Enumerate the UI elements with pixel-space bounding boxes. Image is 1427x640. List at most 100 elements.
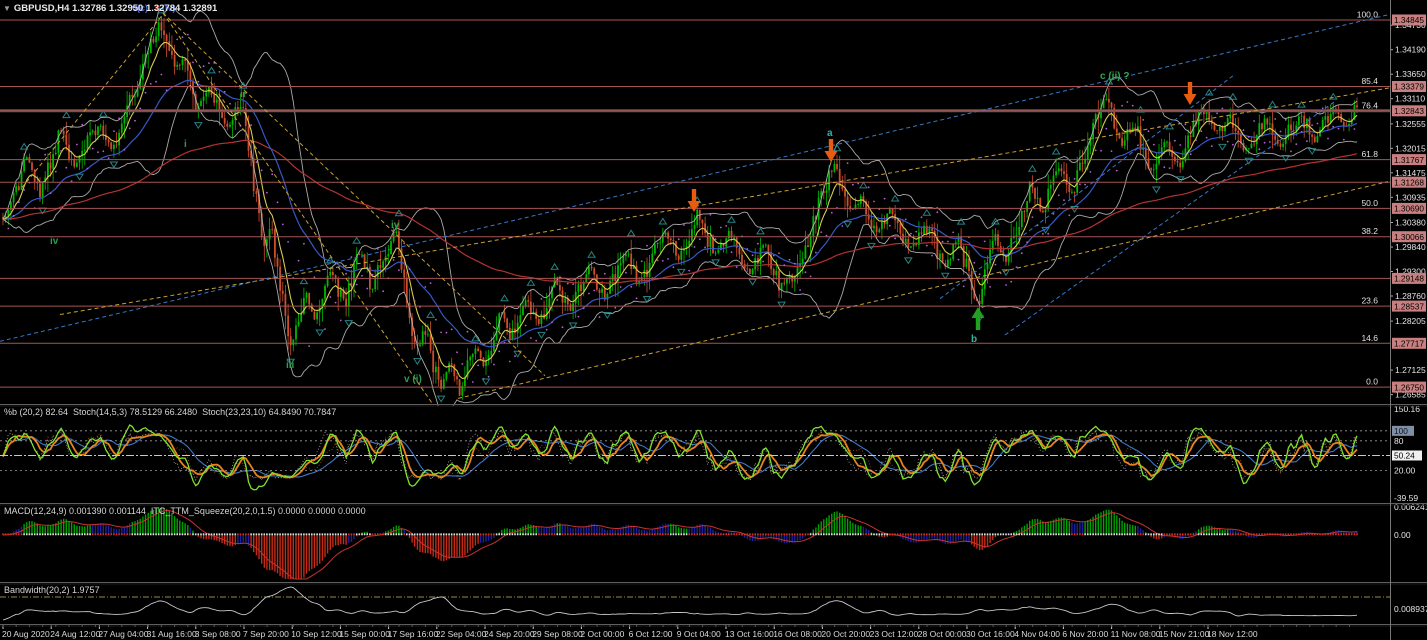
fractal-down-icon [903, 257, 913, 265]
psar-dot [1015, 266, 1018, 268]
sell-arrow[interactable] [824, 139, 838, 162]
fib-percent-label: 85.4 [1361, 76, 1378, 86]
wave-annotation[interactable]: iii [286, 360, 295, 371]
blue-trendline[interactable] [0, 14, 1389, 342]
psar-dot [1100, 149, 1102, 152]
psar-dot [197, 80, 200, 83]
psar-dot [1047, 232, 1050, 235]
price-axis-label: 1.28205 [1395, 316, 1426, 326]
fractal-up-icon [727, 215, 736, 223]
price-axis-label: 1.26585 [1395, 390, 1426, 400]
time-axis-label: 24 Sep 20:00 [484, 629, 535, 639]
psar-dot [978, 273, 981, 276]
psar-dot [366, 287, 369, 290]
psar-dot [165, 89, 168, 92]
fractal-up-icon [1228, 92, 1238, 100]
psar-dot [1242, 129, 1245, 132]
wave-annotation[interactable]: v (i) [404, 374, 422, 385]
symbol-dropdown-icon[interactable]: ▼ [3, 4, 11, 13]
psar-dot [1195, 139, 1197, 142]
main-chart-pane[interactable] [2, 1, 1358, 419]
gold-trendline[interactable] [21, 10, 167, 188]
psar-dot [524, 324, 527, 327]
stoch-pane-label: %b (20,2) 82.64 Stoch(14,5,3) 78.5129 66… [4, 407, 337, 417]
psar-dot [229, 102, 231, 105]
wave-annotation[interactable]: ii [240, 89, 246, 100]
fractal-down-icon [940, 272, 950, 280]
psar-dot [1005, 284, 1007, 286]
time-axis-label: 13 Oct 16:00 [725, 629, 774, 639]
fractal-up-icon [471, 334, 480, 342]
price-tag [1392, 154, 1426, 166]
psar-dot [398, 269, 400, 272]
price-tag [1392, 176, 1426, 188]
psar-dot [70, 180, 73, 183]
blue-trendline[interactable] [939, 73, 1236, 300]
ohlc-readout: 1.32786 1.32950 1.32784 1.32891 [69, 3, 218, 14]
wave-annotation[interactable]: iv [50, 236, 59, 247]
bandwidth-pane[interactable] [0, 586, 1390, 621]
fractal-down-icon [777, 301, 787, 309]
psar-dot [266, 191, 268, 194]
fractal-down-icon [481, 378, 491, 386]
price-tag-label: 1.27717 [1394, 339, 1424, 349]
psar-dot [97, 151, 99, 154]
gold-trendline[interactable] [457, 181, 1389, 399]
fractal-up-icon [394, 209, 404, 217]
sell-arrow[interactable] [687, 189, 701, 212]
sell-arrow[interactable] [1183, 82, 1197, 105]
psar-dot [540, 298, 543, 300]
fractal-up-icon [207, 66, 216, 74]
psar-dot [508, 360, 511, 363]
time-axis-label: 27 Aug 04:00 [98, 629, 148, 639]
psar-dot [730, 251, 733, 254]
time-axis-label: 11 Nov 08:00 [1111, 629, 1161, 639]
fractal-up-icon [922, 208, 932, 216]
psar-dot [1189, 153, 1192, 156]
psar-dot [260, 169, 263, 172]
price-tag [1392, 105, 1426, 117]
psar-dot [440, 331, 442, 334]
time-axis-label: 6 Nov 20:00 [1062, 629, 1108, 639]
blue-trendline[interactable] [1004, 100, 1336, 336]
fractal-down-icon [1041, 226, 1050, 234]
psar-dot [683, 224, 685, 226]
wave-annotation[interactable]: iv [391, 220, 400, 231]
psar-dot [1290, 150, 1292, 153]
wave-annotation[interactable]: a [827, 128, 833, 139]
fractal-up-icon [859, 181, 868, 189]
gold-trendline[interactable] [162, 12, 546, 377]
fractal-down-icon [193, 122, 203, 130]
price-axis-label: 1.31475 [1395, 168, 1426, 178]
psar-dot [281, 223, 284, 226]
buy-arrow[interactable] [971, 307, 985, 330]
psar-dot [1126, 101, 1129, 103]
macd-pane[interactable] [2, 507, 1358, 580]
gold-trendline[interactable] [59, 87, 1391, 315]
time-axis-label: 28 Oct 00:00 [918, 629, 967, 639]
psar-dot [202, 65, 205, 68]
time-axis-label: 2 Oct 00:00 [580, 629, 624, 639]
psar-dot [81, 123, 84, 126]
psar-dot [128, 127, 131, 130]
wave-annotation[interactable]: b [971, 334, 977, 345]
percent-b-line [2, 424, 1358, 491]
wave-annotation[interactable]: v(c) [132, 3, 148, 13]
symbol-period-label: GBPUSD,H4 [13, 3, 70, 14]
psar-dot [989, 286, 991, 288]
bollinger-upper-line [2, 8, 1358, 346]
fractal-up-icon [1027, 164, 1037, 172]
wave-annotation[interactable]: c (ii) ? [1100, 71, 1129, 82]
psar-dot [788, 258, 791, 261]
psar-dot [76, 143, 78, 146]
wave-annotation[interactable]: (iv) [162, 3, 176, 13]
wave-annotation[interactable]: i [184, 139, 187, 150]
stoch-pane[interactable] [0, 424, 1390, 491]
price-axis[interactable]: 1.347301.341901.336501.331101.325551.320… [1357, 10, 1427, 615]
wave-annotation[interactable]: c [155, 3, 160, 13]
price-tag-label: 1.30690 [1394, 204, 1424, 214]
gold-trendline[interactable] [162, 12, 433, 404]
